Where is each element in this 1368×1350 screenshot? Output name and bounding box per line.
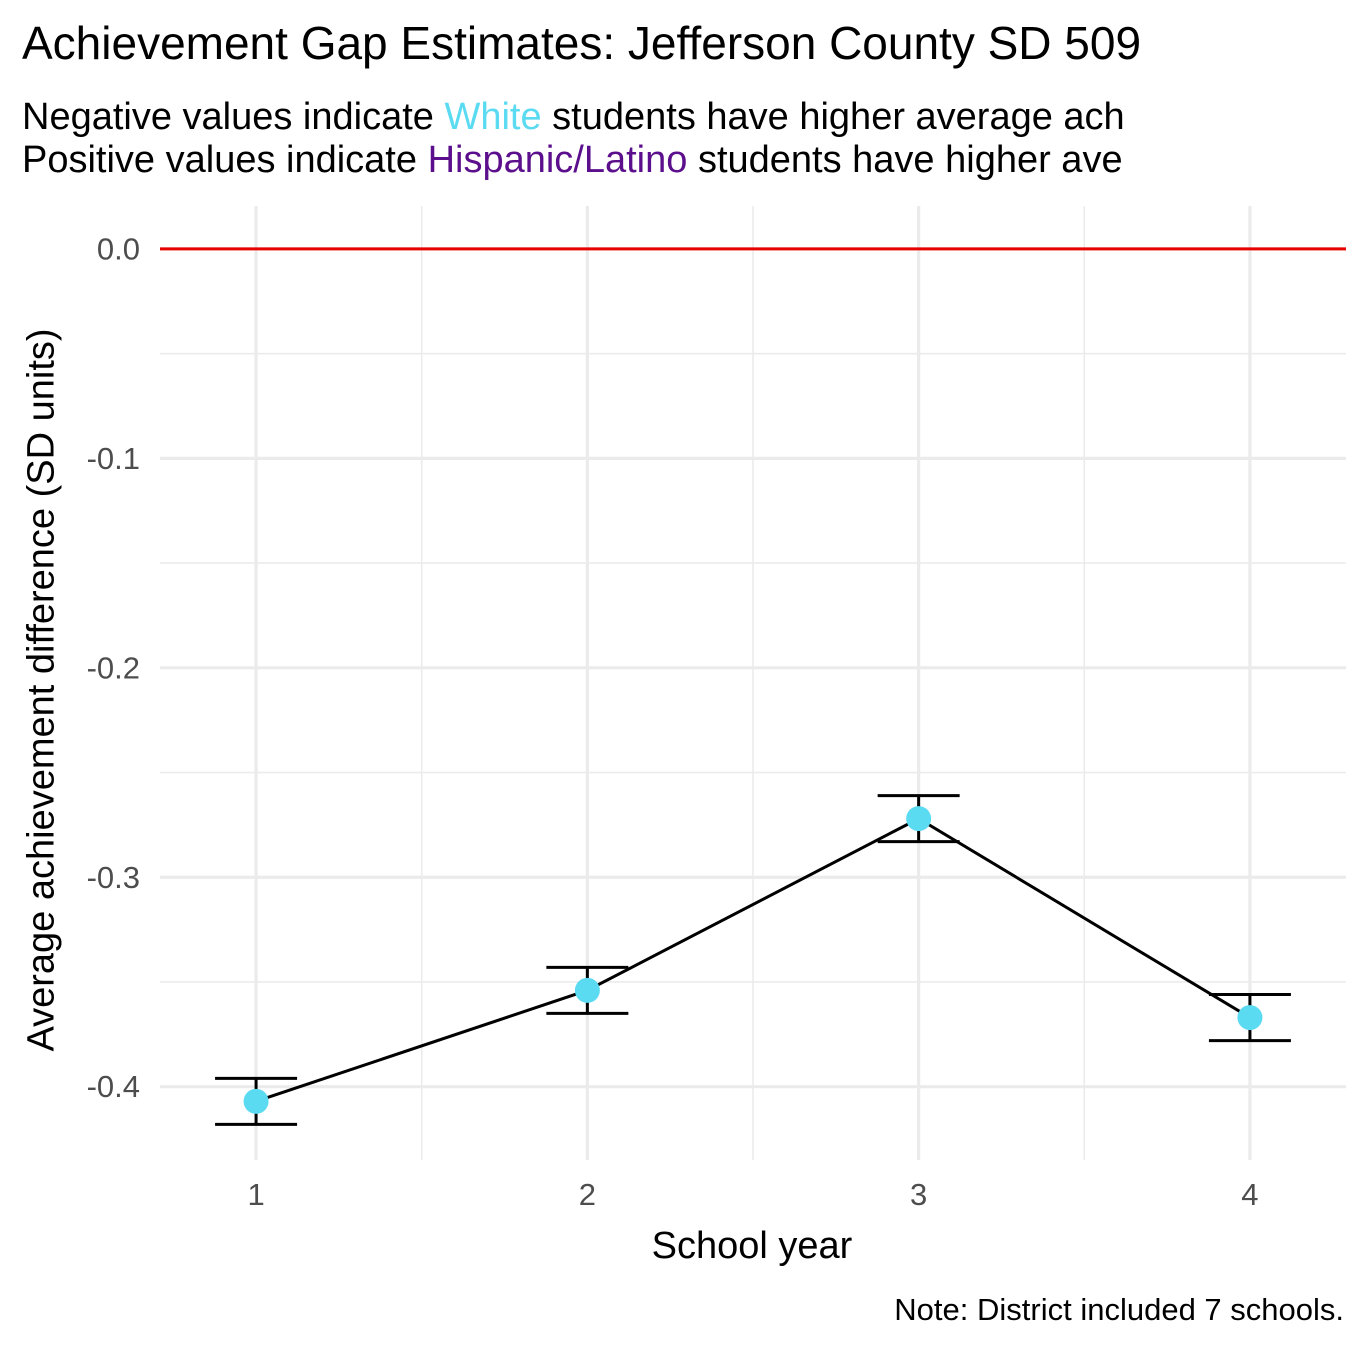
data-point xyxy=(574,977,600,1003)
x-tick-label: 2 xyxy=(579,1177,596,1212)
y-tick-label: -0.1 xyxy=(87,441,140,476)
x-tick-label: 3 xyxy=(910,1177,927,1212)
chart-title: Achievement Gap Estimates: Jefferson Cou… xyxy=(22,17,1142,69)
series-line xyxy=(255,816,1251,1103)
data-point xyxy=(906,806,932,832)
y-tick-label: -0.4 xyxy=(87,1069,140,1104)
subtitle-line-negative: Negative values indicate White students … xyxy=(22,96,1125,139)
subtitle-line-positive: Positive values indicate Hispanic/Latino… xyxy=(22,139,1125,182)
subtitle-highlight-white: White xyxy=(444,96,542,138)
subtitle-suffix-positive: students have higher ave xyxy=(687,138,1123,181)
subtitle-suffix-negative: students have higher average ach xyxy=(541,96,1125,138)
y-tick-label: -0.2 xyxy=(87,650,140,685)
subtitle-prefix-negative: Negative values indicate xyxy=(22,96,445,138)
chart-caption: Note: District included 7 schools. xyxy=(894,1292,1344,1327)
subtitle-prefix-positive: Positive values indicate xyxy=(22,138,428,181)
data-point xyxy=(1237,1005,1263,1031)
subtitle-highlight-hispanic: Hispanic/Latino xyxy=(427,138,688,181)
chart-subtitle: Negative values indicate White students … xyxy=(22,96,1125,182)
data-point xyxy=(243,1088,269,1114)
x-tick-label: 4 xyxy=(1241,1177,1258,1212)
y-axis-title: Average achievement difference (SD units… xyxy=(20,328,63,1052)
y-tick-label: 0.0 xyxy=(97,231,140,266)
y-tick-label: -0.3 xyxy=(87,860,140,895)
x-axis-title: School year xyxy=(651,1225,853,1267)
x-tick-label: 1 xyxy=(247,1177,264,1212)
